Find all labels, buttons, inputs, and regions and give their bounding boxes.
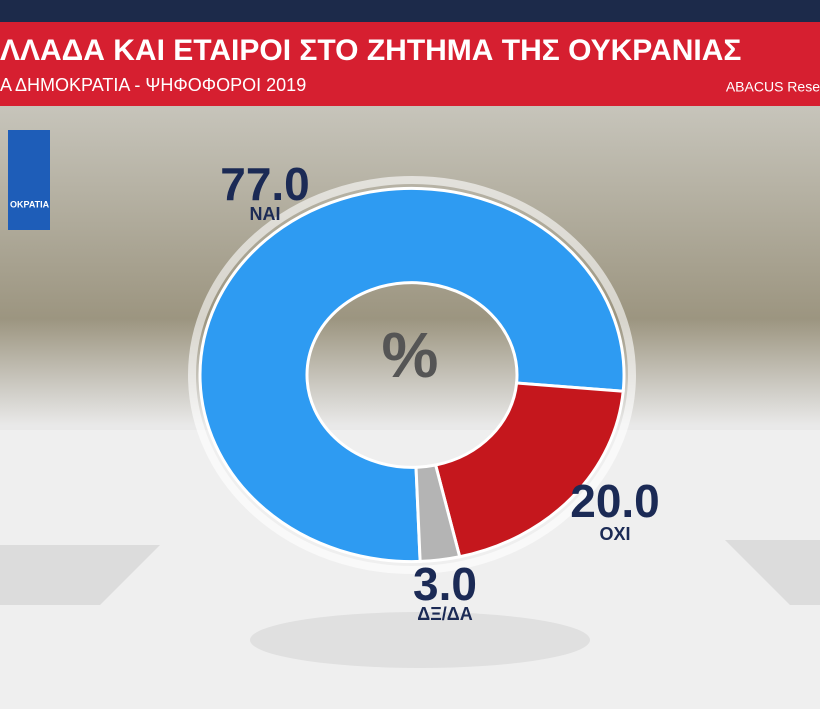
top-bar xyxy=(0,0,820,22)
donut-slice xyxy=(433,381,625,559)
floor-block xyxy=(0,545,160,605)
ring-halo xyxy=(188,176,636,574)
title: ΛΛΑΔΑ ΚΑΙ ΕΤΑΙΡΟΙ ΣΤΟ ΖΗΤΗΜΑ ΤΗΣ ΟΥΚΡΑΝΙ… xyxy=(0,34,741,67)
logo-text: ΟΚΡΑΤΙΑ xyxy=(10,199,50,209)
logo xyxy=(8,130,50,230)
category-label: ΝΑΙ xyxy=(250,204,281,224)
category-label: ΔΞ/ΔΑ xyxy=(417,604,472,624)
subtitle: Α ΔΗΜΟΚΡΑΤΙΑ - ΨΗΦΟΦΟΡΟΙ 2019 xyxy=(0,75,306,95)
value-label: 3.0 xyxy=(413,558,477,610)
value-label: 20.0 xyxy=(570,475,660,527)
donut-slice xyxy=(198,186,626,564)
category-label: ΟΧΙ xyxy=(599,524,630,544)
center-label: % xyxy=(382,319,439,391)
source: ABACUS Rese xyxy=(726,79,820,95)
pedestal xyxy=(250,612,590,668)
value-label: 77.0 xyxy=(220,158,310,210)
floor-block xyxy=(725,540,820,605)
donut-slice xyxy=(414,463,462,563)
title-band xyxy=(0,22,820,106)
